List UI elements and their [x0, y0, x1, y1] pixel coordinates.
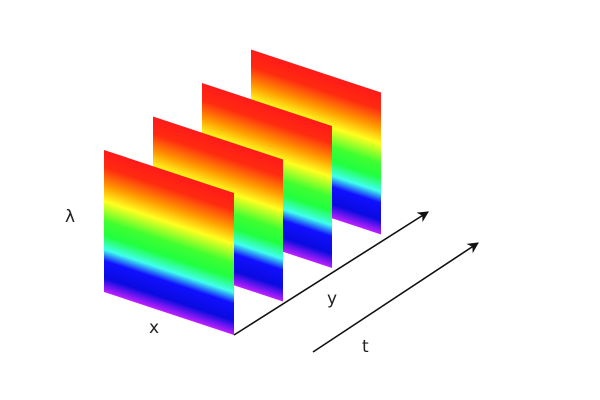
t-axis-arrow	[312, 242, 479, 353]
t-label: t	[362, 337, 369, 357]
y-axis-arrow	[233, 211, 429, 336]
spectral-panels	[104, 49, 381, 335]
lambda-label: λ	[65, 207, 75, 227]
y-label: y	[327, 289, 337, 309]
x-label: x	[149, 318, 159, 338]
spectral-panel	[104, 150, 234, 335]
